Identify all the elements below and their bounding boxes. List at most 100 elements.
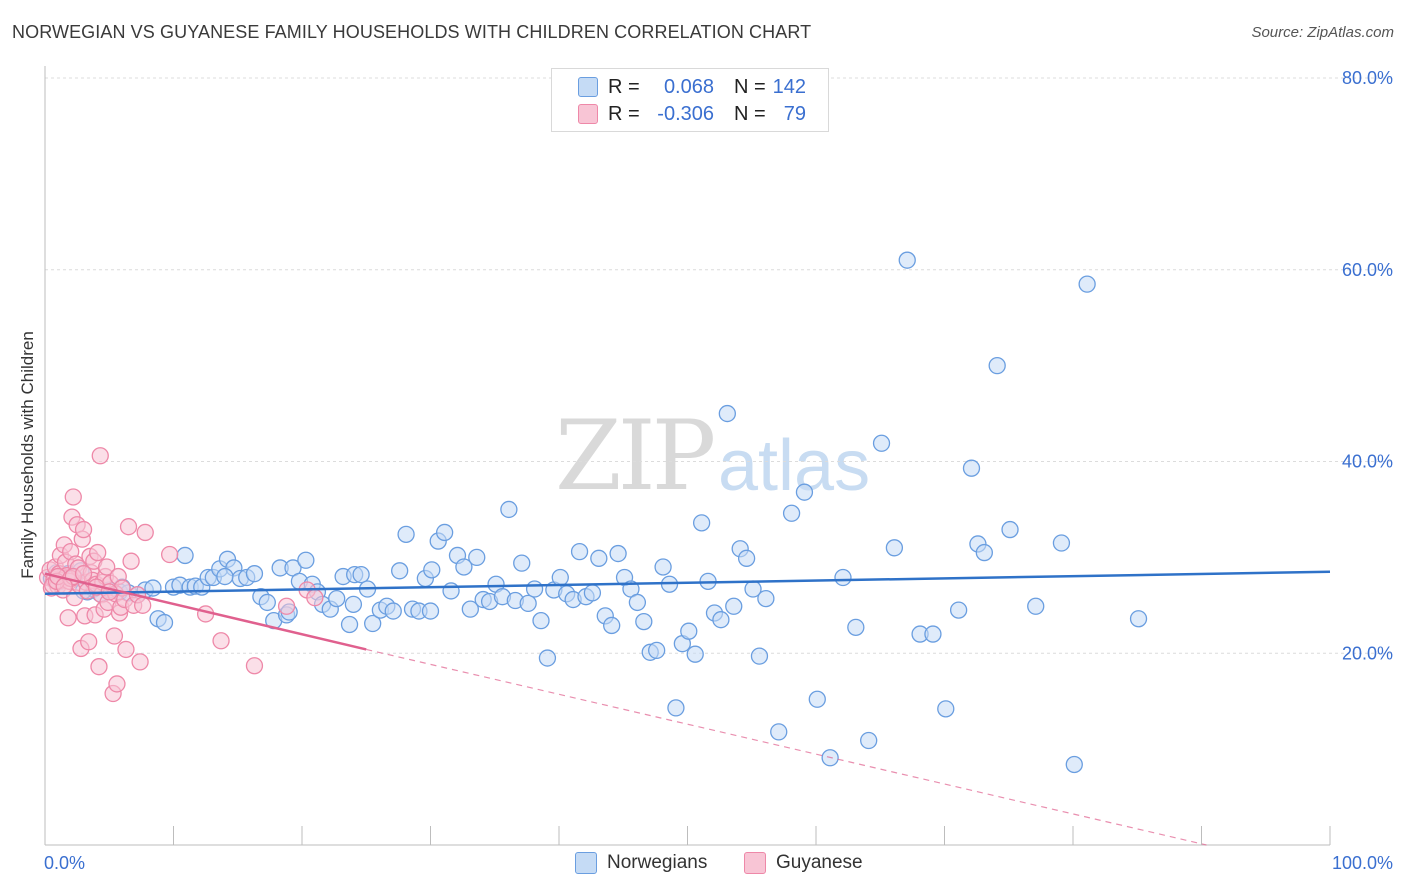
norwegian-point xyxy=(258,593,276,612)
norwegian-point xyxy=(1065,755,1083,774)
norwegian-point xyxy=(962,459,981,477)
norwegian-point xyxy=(155,613,174,632)
legend-item-guyanese[interactable]: Guyanese xyxy=(744,852,863,874)
norwegian-point xyxy=(692,514,711,532)
guyanese-point xyxy=(108,675,126,693)
norwegian-point xyxy=(725,597,743,615)
legend-row-guyanese: R = -0.306 N = 79 xyxy=(578,102,806,126)
guyanese-trend-line xyxy=(44,572,367,651)
legend-n-label: N = xyxy=(734,75,766,98)
y-tick-label: 20.0% xyxy=(1342,643,1393,663)
guyanese-point xyxy=(131,653,149,671)
guyanese-point xyxy=(64,488,82,506)
norwegian-point xyxy=(937,700,955,718)
axes xyxy=(44,66,1331,846)
correlation-legend: R = 0.068 N = 142 R = -0.306 N = 79 xyxy=(551,68,829,132)
norwegian-point xyxy=(860,731,878,750)
guyanese-point xyxy=(122,552,140,570)
norwegian-point xyxy=(686,645,704,663)
legend-label-guyanese: Guyanese xyxy=(776,852,863,873)
guyanese-point xyxy=(277,597,296,615)
norwegian-point xyxy=(712,611,730,629)
norwegian-point xyxy=(680,622,698,640)
norwegian-point xyxy=(603,616,621,635)
gridlines xyxy=(45,77,1392,654)
guyanese-point xyxy=(119,518,138,536)
norwegian-point xyxy=(628,593,647,612)
x-tick-label: 0.0% xyxy=(44,853,85,873)
guyanese-point xyxy=(306,588,324,607)
norwegian-point xyxy=(988,356,1006,375)
x-tick-label: 100.0% xyxy=(1332,853,1393,873)
legend-swatch-norwegians xyxy=(575,852,597,874)
guyanese-point xyxy=(136,523,154,542)
legend-label-norwegians: Norwegians xyxy=(607,852,708,873)
norwegian-point xyxy=(364,614,382,633)
chart-title: NORWEGIAN VS GUYANESE FAMILY HOUSEHOLDS … xyxy=(12,22,812,42)
norwegian-point xyxy=(1078,275,1096,293)
norwegian-point xyxy=(344,595,363,614)
norwegian-point xyxy=(570,542,589,561)
norwegian-point xyxy=(216,567,234,586)
norwegian-point xyxy=(975,543,993,562)
norwegian-point xyxy=(551,568,569,587)
norwegian-point xyxy=(795,483,814,501)
legend-item-norwegians[interactable]: Norwegians xyxy=(575,852,707,874)
guyanese-point xyxy=(134,596,152,614)
tick-labels: 20.0% 40.0% 60.0% 80.0% 0.0% 100.0% xyxy=(44,68,1393,873)
norwegian-point xyxy=(144,579,162,597)
norwegian-point xyxy=(297,551,315,569)
norwegian-point xyxy=(384,602,402,620)
guyanese-point xyxy=(74,520,93,539)
norwegian-point xyxy=(435,523,454,542)
norwegian-point xyxy=(898,251,916,269)
norwegian-point xyxy=(176,546,194,565)
legend-swatch-guyanese xyxy=(744,852,766,874)
norwegian-point xyxy=(770,723,788,741)
norwegian-point xyxy=(328,589,346,608)
norwegian-point xyxy=(872,434,891,452)
norwegian-point xyxy=(847,618,865,637)
norwegian-point xyxy=(834,568,852,587)
source-credit: Source: ZipAtlas.com xyxy=(1251,24,1394,41)
norwegian-point xyxy=(519,594,537,613)
y-tick-label: 80.0% xyxy=(1342,68,1393,88)
norwegian-point xyxy=(391,562,409,580)
norwegian-point xyxy=(442,582,460,600)
norwegian-point xyxy=(590,549,608,567)
norwegian-point xyxy=(750,647,769,665)
norwegian-point xyxy=(885,539,904,557)
legend-n-value: 142 xyxy=(772,75,806,98)
norwegian-point xyxy=(737,549,756,567)
norwegian-point xyxy=(949,601,968,619)
legend-r-label: R = xyxy=(608,102,640,125)
norwegian-point xyxy=(340,615,359,634)
norwegian-point xyxy=(532,612,550,630)
norwegian-point xyxy=(1001,520,1019,539)
norwegian-point xyxy=(654,558,672,576)
guyanese-point xyxy=(74,565,93,583)
watermark-atlas: atlas xyxy=(718,426,871,506)
norwegian-point xyxy=(468,548,486,567)
norwegian-point xyxy=(635,612,653,631)
legend-n-value: 79 xyxy=(783,102,806,125)
norwegian-point xyxy=(609,544,627,563)
guyanese-point xyxy=(117,640,135,659)
legend-n-label: N = xyxy=(734,102,766,125)
y-axis-label: Family Households with Children xyxy=(18,331,37,579)
legend-r-label: R = xyxy=(608,75,640,98)
norwegian-point xyxy=(245,565,264,583)
legend-r-value: -0.306 xyxy=(657,102,714,125)
norwegian-point xyxy=(667,699,685,717)
watermark-zip: ZIP xyxy=(555,400,716,512)
guyanese-point xyxy=(89,543,107,562)
norwegian-point xyxy=(1052,534,1071,552)
norwegian-point xyxy=(397,525,415,544)
norwegian-point xyxy=(808,690,826,708)
norwegian-point xyxy=(525,580,544,598)
norwegian-point xyxy=(648,641,666,660)
legend-row-norwegians: R = 0.068 N = 142 xyxy=(578,75,806,99)
norwegian-point xyxy=(461,600,479,618)
guyanese-point xyxy=(245,657,264,675)
